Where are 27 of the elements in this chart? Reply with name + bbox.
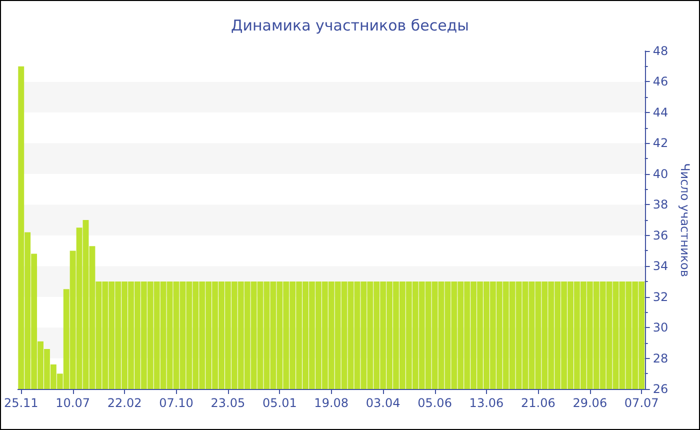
x-tick-label: 23.05 [210,396,246,410]
y-tick-label: 36 [652,228,668,242]
chart-title: Динамика участников беседы [230,16,470,34]
x-tick-label: 03.04 [366,396,400,410]
y-tick-label: 28 [652,351,668,366]
y-tick-label: 34 [652,259,668,274]
x-tick-label: 07.10 [159,396,194,410]
y-tick-label: 40 [652,166,668,181]
x-tick-label: 22.02 [107,396,142,410]
y-tick-label: 32 [652,290,668,304]
y-tick-label: 38 [652,198,668,212]
y-tick-label: 42 [652,136,668,150]
y-tick-label: 26 [652,382,668,396]
y-axis-title: Число участников [678,163,692,277]
x-tick-label: 13.06 [469,396,504,410]
x-tick-label: 05.06 [418,396,452,410]
x-tick-label: 25.11 [4,396,38,410]
x-tick-label: 29.06 [572,396,608,410]
x-tick-label: 07.07 [624,396,659,410]
y-tick-label: 48 [652,44,668,58]
y-tick-label: 30 [652,320,668,335]
x-tick-label: 05.01 [262,396,297,410]
x-tick-label: 21.06 [521,396,556,410]
x-tick-label: 10.07 [56,396,90,410]
y-tick-label: 44 [652,105,668,120]
y-tick-label: 46 [652,74,668,89]
x-tick-label: 19.08 [314,396,349,410]
